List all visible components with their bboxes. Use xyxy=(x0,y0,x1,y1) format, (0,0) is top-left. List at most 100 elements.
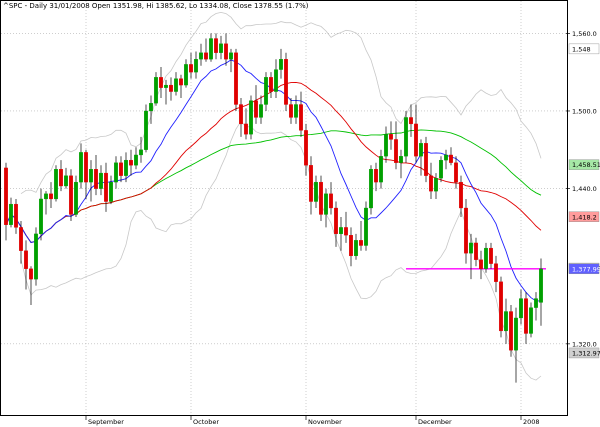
candle xyxy=(169,77,173,101)
candle xyxy=(344,211,348,243)
candle xyxy=(89,160,93,202)
candle-body xyxy=(464,207,468,254)
candle-body xyxy=(469,242,473,254)
candle xyxy=(349,227,353,267)
price-label: 1,418.2 xyxy=(568,211,600,222)
candle-body xyxy=(414,123,418,157)
candle xyxy=(399,149,403,179)
candle-body xyxy=(14,203,18,228)
candle xyxy=(479,250,483,280)
candle-body xyxy=(119,162,123,176)
candle xyxy=(279,48,283,79)
candle xyxy=(184,59,188,88)
price-label-box xyxy=(568,211,600,222)
candle-body xyxy=(134,154,138,166)
plot-frame xyxy=(0,0,568,416)
x-tick-label: October xyxy=(193,418,219,426)
candle xyxy=(469,233,473,280)
candle xyxy=(299,91,303,137)
candle xyxy=(364,201,368,251)
candle xyxy=(189,52,193,79)
candle-body xyxy=(39,198,43,235)
candle xyxy=(494,255,498,293)
price-label: 1,312.97 xyxy=(568,347,600,359)
x-tick-label: 2008 xyxy=(523,418,540,426)
candle-body xyxy=(169,84,173,92)
candle xyxy=(339,217,343,251)
candle-body xyxy=(494,263,498,282)
candle xyxy=(109,175,113,205)
candle xyxy=(209,33,213,62)
candle xyxy=(309,156,313,215)
candle xyxy=(139,136,143,163)
candle-body xyxy=(429,175,433,192)
candle xyxy=(39,188,43,241)
candle xyxy=(359,220,363,251)
candle-body xyxy=(309,165,313,202)
candle-body xyxy=(174,78,178,92)
candle xyxy=(234,48,238,111)
candle-body xyxy=(334,207,338,235)
candle xyxy=(314,175,318,208)
y-tick-label: 1,560.0 xyxy=(572,30,597,38)
x-tick-label: September xyxy=(88,418,124,426)
candle-body xyxy=(299,104,303,131)
candle-body xyxy=(239,104,243,125)
candle-body xyxy=(204,52,208,60)
band-lower-line xyxy=(20,120,542,381)
candle-body xyxy=(284,59,288,105)
candle-body xyxy=(94,169,98,189)
candle-body xyxy=(4,167,8,225)
candle-body xyxy=(99,172,103,189)
candle-body xyxy=(424,143,428,176)
candle-body xyxy=(509,311,513,351)
candle xyxy=(519,289,523,325)
candle-body xyxy=(459,181,463,209)
candle xyxy=(329,182,333,215)
candle-body xyxy=(89,169,93,183)
candle-body xyxy=(529,307,533,334)
candle xyxy=(369,165,373,215)
candle xyxy=(284,52,288,111)
candle-body xyxy=(219,43,223,53)
bollinger-bands xyxy=(20,11,542,381)
candle xyxy=(159,66,163,99)
candle-body xyxy=(479,259,483,269)
candle xyxy=(354,233,358,260)
candle-body xyxy=(69,175,73,215)
candle-body xyxy=(24,250,28,269)
candle-body xyxy=(44,193,48,200)
candle-body xyxy=(144,110,148,150)
candle xyxy=(119,156,123,183)
candle xyxy=(539,258,543,326)
candle xyxy=(319,175,323,221)
candle xyxy=(439,156,443,183)
x-tick-label: November xyxy=(308,418,342,426)
candle-body xyxy=(214,38,218,53)
candle xyxy=(464,198,468,264)
candle-body xyxy=(374,169,378,183)
candle-body xyxy=(484,247,488,269)
candle-body xyxy=(394,139,398,163)
candle xyxy=(424,136,428,183)
candle xyxy=(324,188,328,228)
candle xyxy=(374,162,378,192)
candle xyxy=(304,123,308,176)
candle xyxy=(194,51,198,79)
candle-body xyxy=(359,240,363,246)
candle-body xyxy=(384,134,388,157)
candle-body xyxy=(499,281,503,332)
candle-body xyxy=(229,52,233,60)
candle xyxy=(149,95,153,124)
candle-body xyxy=(519,298,523,319)
candle xyxy=(99,165,103,196)
candle-body xyxy=(109,181,113,202)
candle-body xyxy=(259,104,263,118)
candle xyxy=(504,298,508,344)
candle xyxy=(444,149,448,170)
price-label-text: 1,377.99 xyxy=(572,265,600,273)
candle-body xyxy=(274,69,278,92)
candle-body xyxy=(184,64,188,86)
candle xyxy=(164,79,168,105)
candle xyxy=(489,242,493,269)
